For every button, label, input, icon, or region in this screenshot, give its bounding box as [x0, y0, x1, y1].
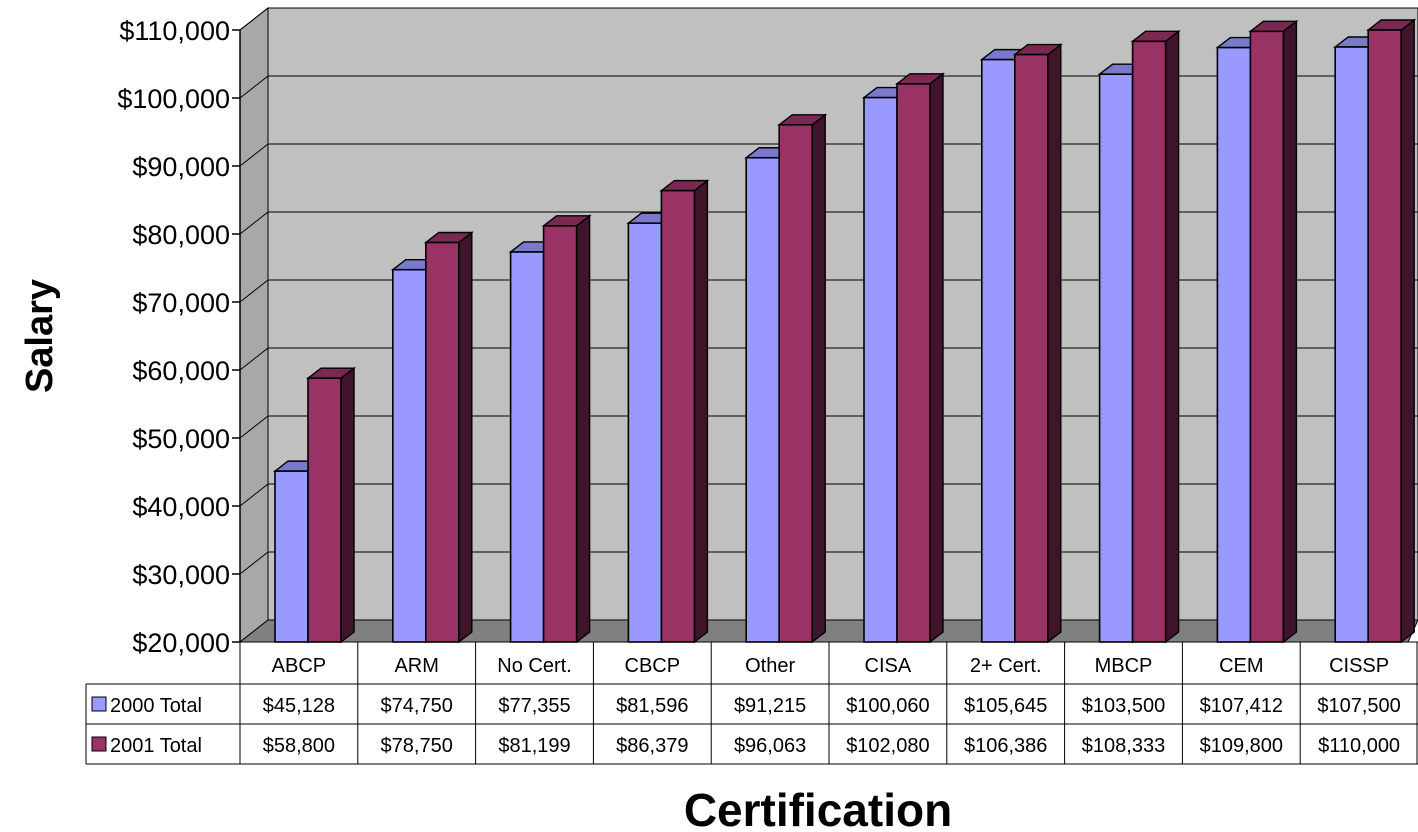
data-value-label: $96,063 [734, 735, 806, 757]
bar-2001-cisa [896, 83, 931, 643]
y-tick-label: $80,000 [132, 220, 230, 250]
category-label: CISA [865, 655, 912, 677]
bar-2000-abcp [274, 470, 309, 643]
bar-2000-cbcp [627, 222, 663, 643]
bar-2001-other [778, 123, 814, 643]
bar-2000-no-cert [509, 251, 545, 643]
category-label: No Cert. [497, 655, 571, 677]
data-value-label: $110,000 [1318, 735, 1400, 757]
gridline-side [239, 347, 269, 371]
y-tick-label: $40,000 [132, 492, 230, 522]
data-value-label: $102,080 [846, 735, 929, 757]
legend-swatch [91, 736, 107, 752]
legend-entry: 2000 Total [110, 695, 202, 717]
bar-2000-arm [391, 268, 427, 643]
data-value-label: $81,199 [498, 735, 570, 757]
bar-side [1047, 43, 1062, 644]
category-label: ABCP [272, 655, 326, 677]
x-axis-label: Certification [684, 784, 952, 832]
bar-side [458, 231, 473, 644]
data-table: ABCP ARM No Cert. CBCP Other CISA 2+ Cert. MBCP… [85, 641, 1418, 765]
bar-side [811, 113, 826, 644]
data-value-label: $108,333 [1082, 735, 1165, 757]
data-value-label: $86,379 [616, 735, 688, 757]
bar-2001-2-cert [1013, 53, 1049, 643]
bar-2000-cisa [863, 96, 898, 643]
gridline-side [239, 7, 269, 31]
gridline-side [239, 143, 269, 167]
category-label: CBCP [625, 655, 681, 677]
y-tick-label: $110,000 [119, 16, 230, 46]
data-value-label: $105,645 [964, 695, 1047, 717]
bar-2001-mbcp [1131, 40, 1167, 643]
data-value-label: $91,215 [734, 695, 806, 717]
bar-2001-no-cert [542, 225, 578, 643]
gridline-side [239, 279, 269, 303]
bar-2000-mbcp [1098, 73, 1134, 643]
bar-2001-abcp [307, 377, 342, 643]
bar-2001-arm [424, 241, 460, 643]
data-value-label: $58,800 [263, 735, 335, 757]
category-label: 2+ Cert. [970, 655, 1042, 677]
gridline-side [239, 415, 269, 439]
y-tick-label: $30,000 [132, 560, 230, 590]
bar-side [340, 366, 355, 644]
bar-2001-cbcp [660, 189, 696, 643]
data-value-label: $103,500 [1082, 695, 1165, 717]
bar-side [1282, 19, 1298, 644]
gridline-side [239, 483, 269, 507]
bar-2000-other [745, 156, 781, 643]
y-tick-label: $60,000 [132, 356, 230, 386]
data-value-label: $106,386 [964, 735, 1047, 757]
legend-swatch [91, 696, 107, 712]
category-label: CISSP [1329, 655, 1389, 677]
gridline-side [239, 75, 269, 99]
data-value-label: $74,750 [381, 695, 453, 717]
data-value-label: $107,500 [1317, 695, 1400, 717]
bar-side [1400, 18, 1415, 644]
bar-side [1164, 29, 1180, 644]
bar-2000-cissp [1334, 46, 1369, 643]
gridline-side [239, 211, 269, 235]
data-value-label: $81,596 [616, 695, 688, 717]
bar-2001-cissp [1367, 29, 1402, 643]
y-tick-label: $20,000 [132, 628, 230, 658]
bars [272, 18, 1417, 644]
data-value-label: $45,128 [263, 695, 335, 717]
bar-side [693, 179, 709, 644]
side-wall [239, 6, 269, 644]
y-tick-label: $100,000 [117, 84, 230, 114]
category-label: ARM [394, 655, 438, 677]
bar-side [929, 72, 944, 644]
legend-entry: 2001 Total [110, 735, 202, 757]
data-value-label: $78,750 [381, 735, 453, 757]
bar-side [575, 214, 591, 644]
y-axis-label: Salary [19, 279, 61, 393]
data-value-label: $100,060 [846, 695, 929, 717]
y-axis-ticks: $20,000 $30,000 $40,000 $50,000 $60,000 $70,0… [117, 16, 241, 658]
bar-2000-cem [1216, 46, 1252, 643]
category-label: Other [745, 655, 795, 677]
category-label: MBCP [1095, 655, 1153, 677]
data-value-label: $107,412 [1200, 695, 1283, 717]
y-tick-label: $50,000 [132, 424, 230, 454]
bar-2000-2-cert [980, 58, 1016, 643]
y-tick-label: $70,000 [132, 288, 230, 318]
y-tick-label: $90,000 [132, 152, 230, 182]
data-value-label: $109,800 [1200, 735, 1283, 757]
bar-2001-cem [1249, 30, 1285, 643]
data-value-label: $77,355 [498, 695, 570, 717]
gridline-side [239, 551, 269, 575]
category-label: CEM [1219, 655, 1263, 677]
